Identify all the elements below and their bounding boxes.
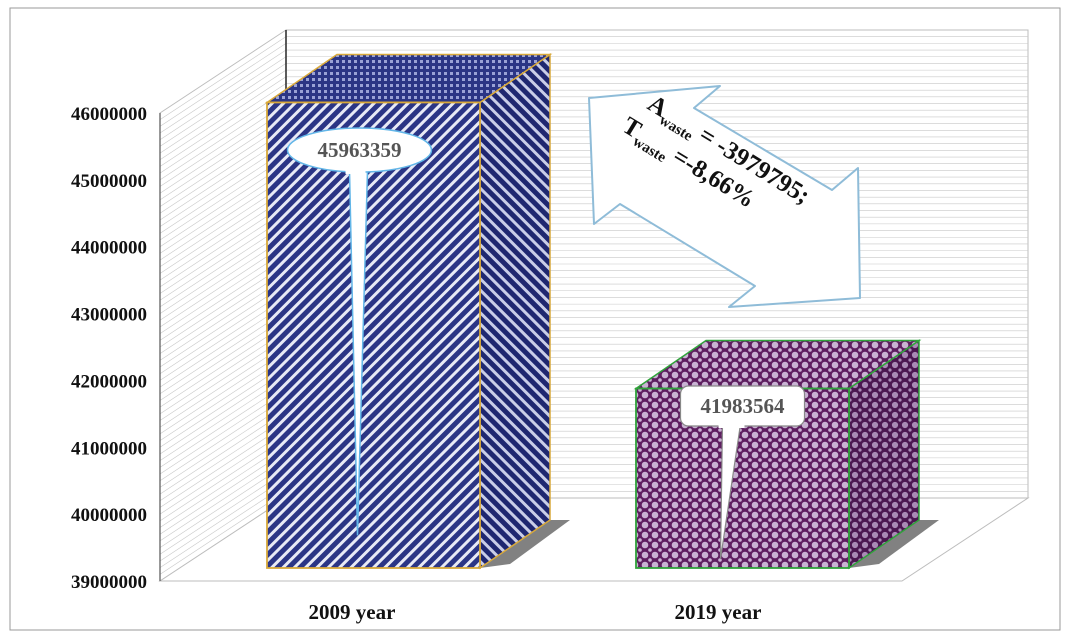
gridline (159, 210, 287, 294)
y-tick-label: 39000000 (71, 572, 147, 593)
gridline (159, 277, 287, 361)
bar-shadow (480, 520, 570, 568)
gridline (159, 471, 287, 555)
gridline (159, 350, 287, 435)
gridline (159, 76, 287, 161)
gridline (159, 310, 287, 395)
y-tick-label: 43000000 (71, 305, 147, 326)
gridline (159, 89, 287, 174)
gridline (159, 116, 287, 201)
gridline (159, 56, 287, 140)
gridline (159, 49, 287, 134)
x-tick-label: 2019 year (675, 600, 762, 624)
gridline (159, 464, 287, 548)
gridline (159, 377, 287, 461)
gridline (159, 410, 287, 495)
gridline (159, 450, 287, 535)
gridline (159, 430, 287, 515)
bar-2: 41983564 (633, 339, 939, 570)
double-arrow-icon (588, 85, 861, 308)
gridline (159, 216, 287, 301)
gridline (159, 330, 287, 415)
gridline (159, 243, 287, 328)
gridline (159, 230, 287, 314)
gridline (159, 343, 287, 428)
gridline (159, 43, 287, 127)
gridline (159, 384, 287, 468)
gridline (159, 424, 287, 508)
gridline (159, 223, 287, 308)
x-axis-ticks: 2009 year 2019 year (309, 600, 762, 624)
gridline (159, 36, 287, 120)
callout-joint (718, 421, 745, 428)
gridline (159, 196, 287, 281)
gridline (159, 96, 287, 181)
gridline (159, 337, 287, 421)
y-tick-label: 41000000 (71, 438, 147, 459)
gridline (159, 123, 287, 207)
gridline (159, 484, 287, 568)
gridline (159, 457, 287, 542)
gridline (159, 203, 287, 288)
y-tick-label: 45000000 (71, 171, 147, 192)
value-callout: 45963359 (286, 127, 433, 536)
gridline (159, 297, 287, 381)
gridline (159, 444, 287, 528)
y-tick-label: 44000000 (71, 238, 147, 259)
gridline (159, 176, 287, 261)
gridline (159, 317, 287, 401)
y-tick-label: 40000000 (71, 505, 147, 526)
bars: 45963359 41983564 (264, 53, 939, 570)
callout-joint (345, 166, 366, 174)
bar-shadow (849, 520, 939, 568)
gridline (159, 163, 287, 247)
bar-1: 45963359 (264, 53, 570, 570)
gridline (159, 477, 287, 562)
y-axis-ticks: 39000000 40000000 41000000 42000000 43000000… (71, 104, 147, 593)
gridline (159, 156, 287, 241)
gridline (159, 109, 287, 194)
value-callout: 41983564 (679, 385, 806, 560)
gridline (159, 237, 287, 321)
y-tick-label: 42000000 (71, 371, 147, 392)
gridline (159, 130, 287, 214)
gridline (159, 257, 287, 341)
gridline (159, 63, 287, 147)
gridline (159, 404, 287, 488)
gridline (159, 437, 287, 522)
gridline (159, 250, 287, 334)
gridline (159, 190, 287, 274)
gridline (159, 136, 287, 221)
bar-side-face (479, 53, 551, 570)
x-tick-label: 2009 year (309, 600, 396, 624)
y-tick-label: 46000000 (71, 104, 147, 125)
gridline (159, 143, 287, 227)
gridline (159, 290, 287, 374)
gridline (159, 491, 287, 575)
gridline (159, 270, 287, 354)
gridline (159, 323, 287, 408)
gridline (159, 69, 287, 154)
gridline (159, 103, 287, 187)
gridline (159, 364, 287, 448)
gridline (159, 183, 287, 268)
data-label: 41983564 (701, 394, 786, 418)
bar-front-face (266, 101, 481, 569)
gridline (159, 83, 287, 167)
gridline (159, 357, 287, 441)
gridline (159, 370, 287, 455)
gridline (159, 303, 287, 388)
gridline (159, 283, 287, 368)
gridline (159, 417, 287, 502)
gridline (159, 397, 287, 481)
gridline (159, 390, 287, 475)
gridline (159, 150, 287, 234)
gridline (159, 170, 287, 254)
data-label: 45963359 (318, 138, 402, 162)
gridline (159, 263, 287, 348)
